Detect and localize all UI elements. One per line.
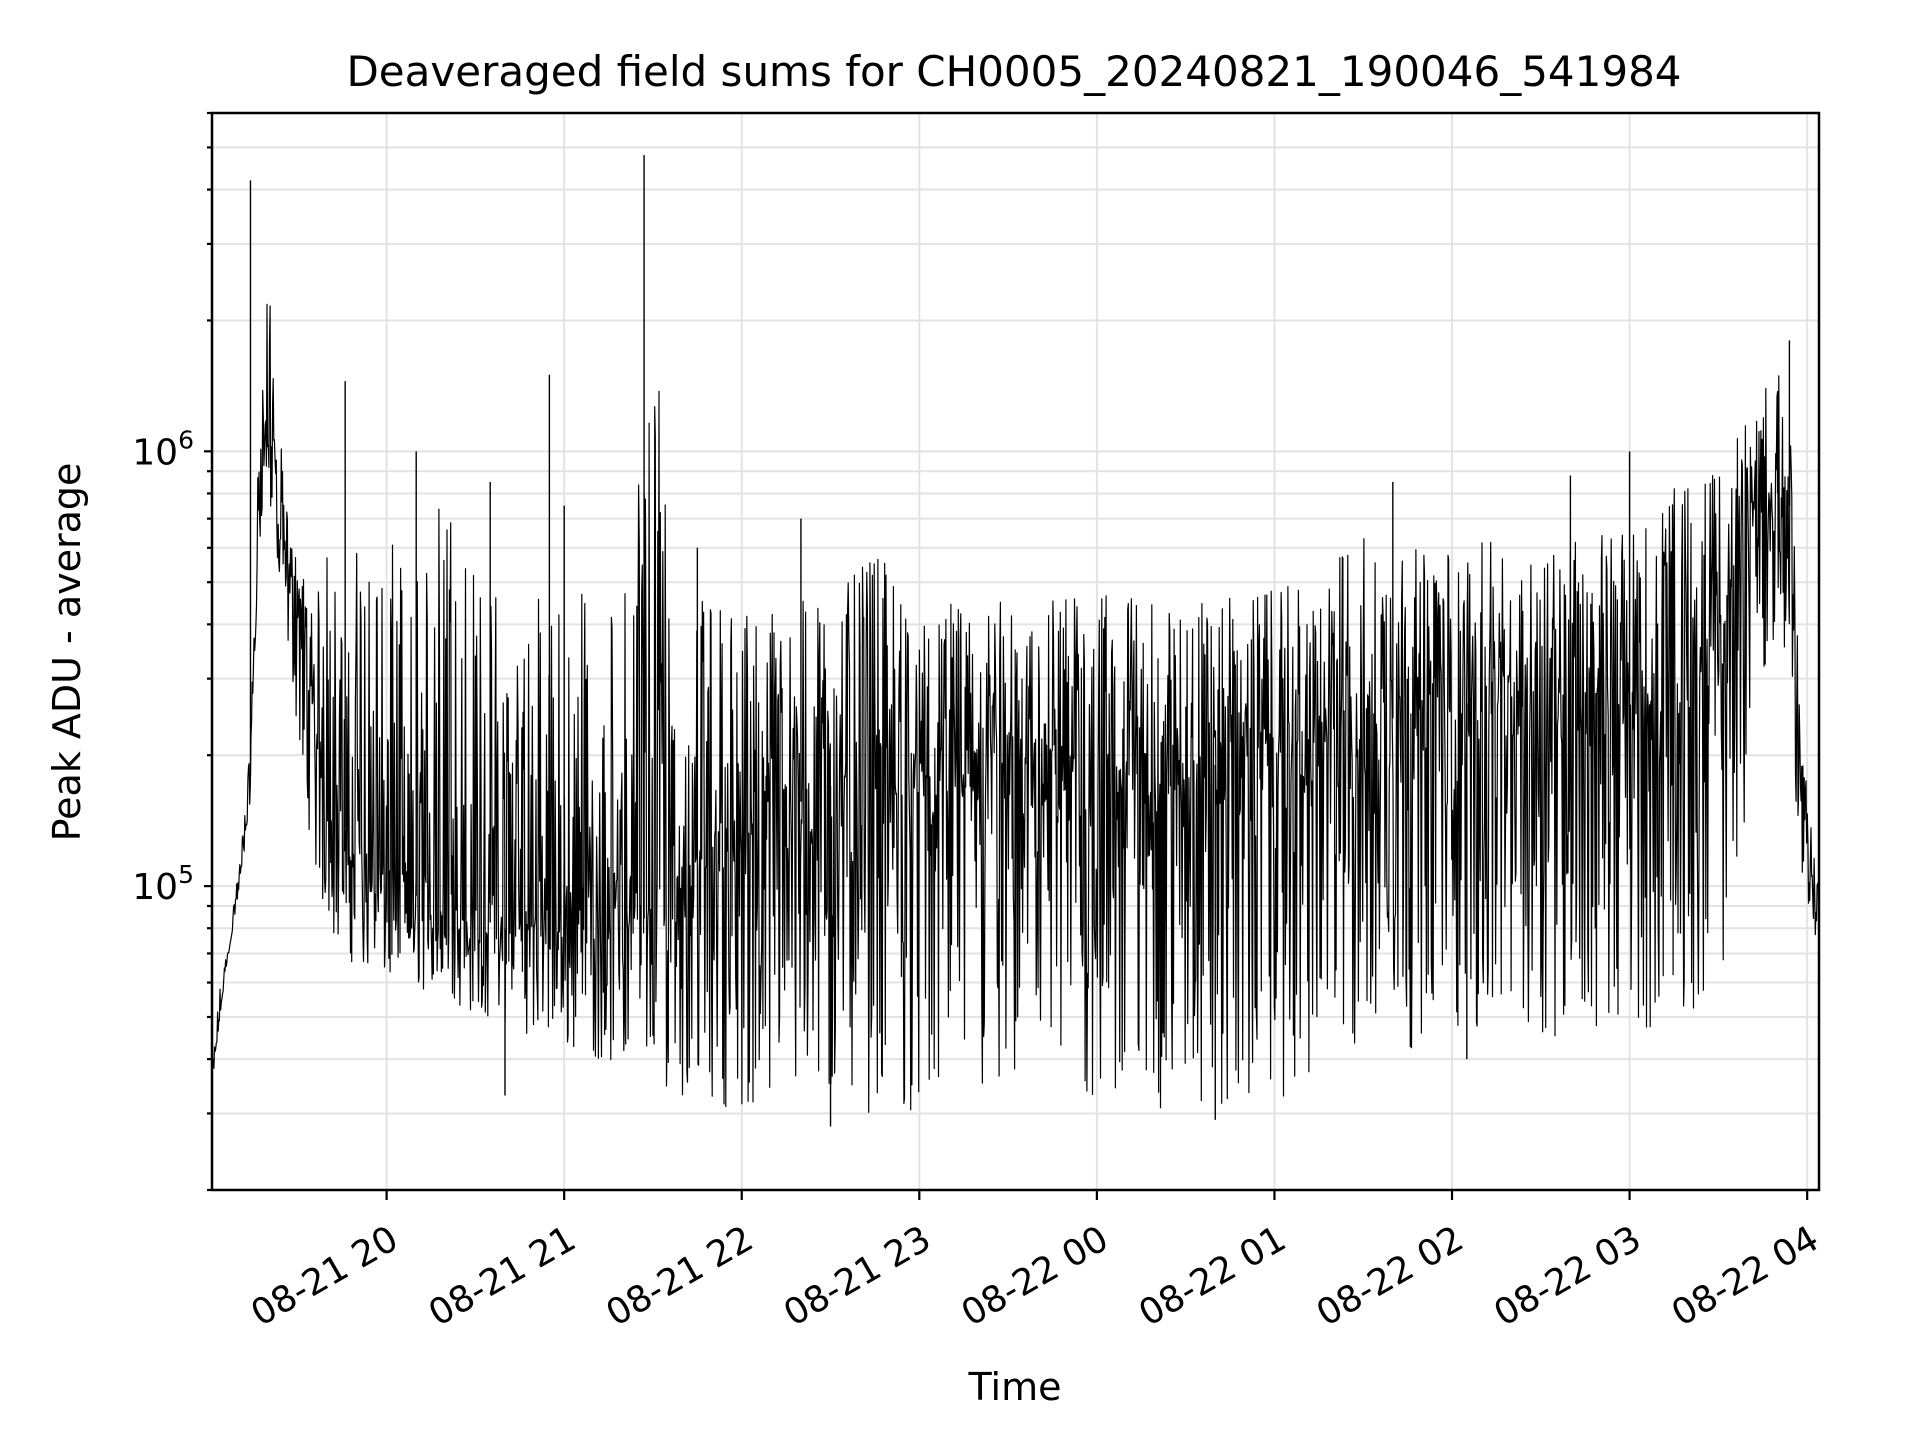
x-axis: 08-21 20 08-21 21 08-21 22 08-21 23 08-22 00… (244, 1190, 1826, 1335)
y-tick-label: 105 (132, 860, 194, 908)
plot-frame (210, 111, 1821, 1192)
series-layer (211, 155, 1820, 1127)
x-tick-label: 08-21 20 (244, 1218, 405, 1334)
y-axis-label: Peak ADU - average (45, 463, 89, 842)
x-tick-label: 08-22 00 (955, 1218, 1116, 1334)
x-tick-label: 08-22 04 (1665, 1218, 1826, 1334)
x-tick-label: 08-22 02 (1310, 1218, 1471, 1334)
x-tick-label: 08-21 23 (777, 1218, 938, 1334)
y-axis: 105 106 (132, 111, 212, 1192)
x-tick-label: 08-22 03 (1487, 1218, 1648, 1334)
series-line (211, 303, 1820, 1113)
y-tick-label: 106 (132, 425, 194, 473)
chart-title: Deaveraged field sums for CH0005_2024082… (346, 47, 1681, 96)
x-tick-label: 08-22 01 (1132, 1218, 1293, 1334)
x-tick-label: 08-21 22 (600, 1218, 761, 1334)
x-tick-label: 08-21 21 (422, 1218, 583, 1334)
x-axis-label: Time (968, 1365, 1062, 1409)
